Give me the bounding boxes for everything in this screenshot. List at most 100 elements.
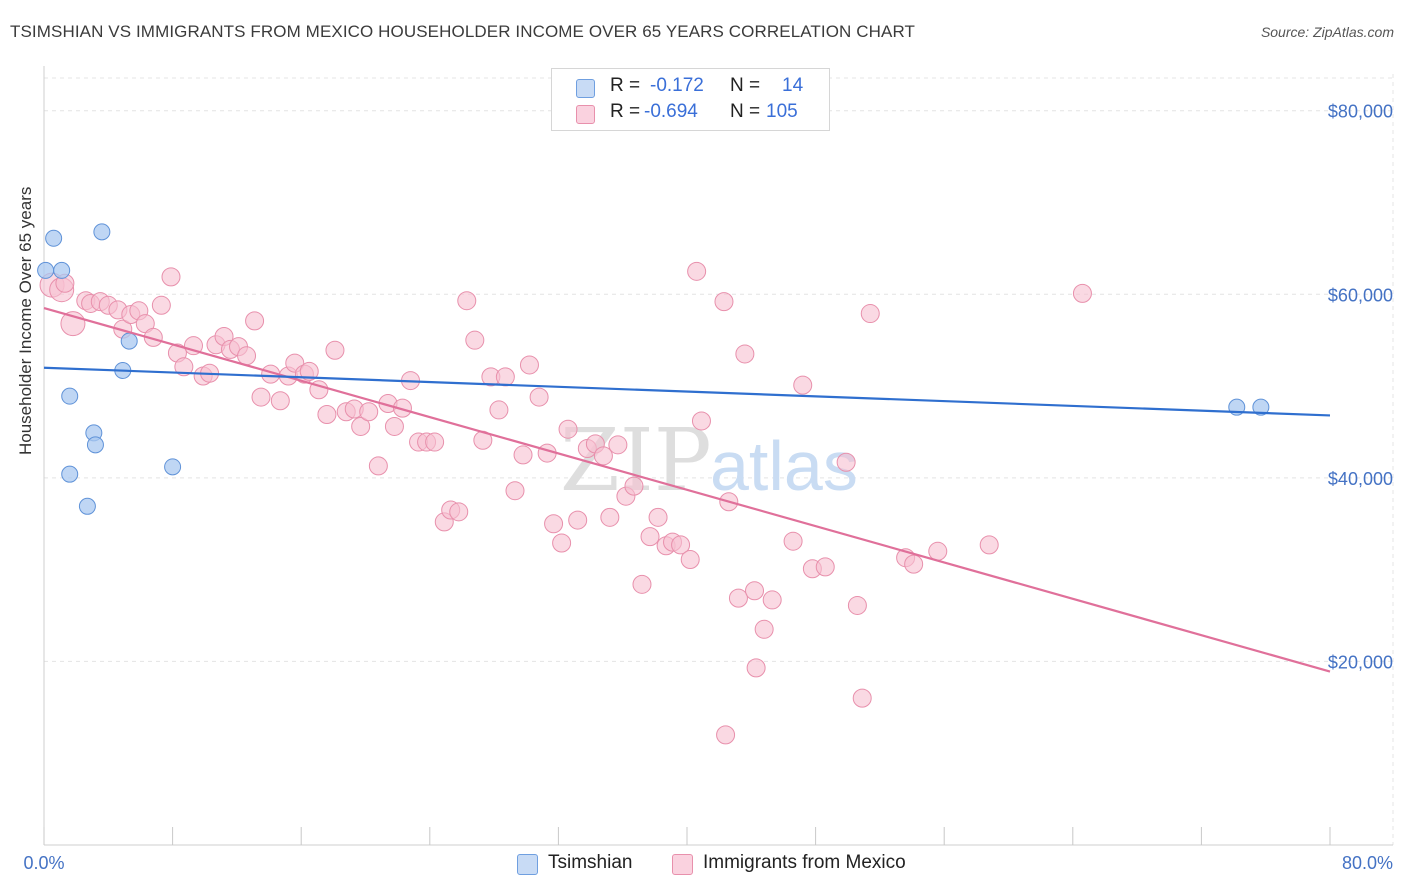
data-point-immigrants (151, 295, 171, 315)
y-tick-label: $60,000 (1328, 285, 1393, 305)
data-point-immigrants (552, 533, 572, 553)
data-point-immigrants (728, 588, 748, 608)
correlation-legend: R = -0.172 N = 14 R = -0.694 N = 105 (551, 68, 830, 131)
data-point-immigrants (465, 330, 485, 350)
data-point-tsimshian (164, 458, 182, 476)
legend-row-immigrants: R = -0.694 N = 105 (552, 101, 829, 127)
data-point-immigrants (680, 550, 700, 570)
data-point-tsimshian (61, 465, 79, 483)
trend-lines (43, 306, 1331, 673)
data-point-immigrants (245, 311, 265, 331)
source-label: Source: ZipAtlas.com (1260, 24, 1394, 40)
data-point-immigrants (847, 595, 867, 615)
data-point-immigrants (325, 340, 345, 360)
data-point-immigrants (568, 510, 588, 530)
data-point-immigrants (836, 452, 856, 472)
watermark: ZIP atlas (560, 411, 858, 511)
data-point-immigrants (640, 527, 660, 547)
data-point-immigrants (425, 432, 445, 452)
data-point-immigrants (449, 502, 469, 522)
data-point-tsimshian (37, 261, 55, 279)
data-point-immigrants (860, 304, 880, 324)
data-point-immigrants (593, 446, 613, 466)
data-point-immigrants (745, 581, 765, 601)
data-point-immigrants (161, 267, 181, 287)
data-point-immigrants (648, 507, 668, 527)
data-point-immigrants (600, 507, 620, 527)
data-point-immigrants (505, 481, 525, 501)
data-point-immigrants (392, 398, 412, 418)
trend-line-tsimshian (43, 366, 1331, 417)
data-point-immigrants (299, 361, 319, 381)
data-point-tsimshian (78, 497, 96, 515)
legend-r-value: -0.172 (650, 75, 704, 96)
data-point-tsimshian (1252, 398, 1270, 416)
data-point-immigrants (783, 531, 803, 551)
data-point-immigrants (495, 367, 515, 387)
data-point-immigrants (852, 688, 872, 708)
x-tick-label: 0.0% (23, 853, 64, 873)
data-point-immigrants (513, 445, 533, 465)
data-point-immigrants (174, 357, 194, 377)
data-point-immigrants (317, 405, 337, 425)
data-point-immigrants (979, 535, 999, 555)
data-point-immigrants (457, 291, 477, 311)
data-point-immigrants (691, 411, 711, 431)
legend-swatch-tsimshian (576, 79, 595, 98)
data-point-tsimshian (120, 332, 138, 350)
data-point-immigrants (793, 375, 813, 395)
bottom-legend-label-immigrants: Immigrants from Mexico (703, 852, 906, 873)
series-tsimshian-points (37, 223, 1270, 515)
y-tick-label: $20,000 (1328, 652, 1393, 672)
legend-n-label: N = (730, 101, 761, 122)
legend-n-value: 105 (766, 101, 798, 122)
chart-title: TSIMSHIAN VS IMMIGRANTS FROM MEXICO HOUS… (10, 22, 916, 41)
legend-row-tsimshian: R = -0.172 N = 14 (552, 75, 829, 101)
data-point-immigrants (489, 400, 509, 420)
x-tick-label: 80.0% (1342, 853, 1393, 873)
data-point-immigrants (716, 725, 736, 745)
data-point-immigrants (519, 355, 539, 375)
tick-labels: $20,000 $40,000 $60,000 $80,000 0.0% 80.0% (23, 102, 1393, 873)
data-point-immigrants (754, 619, 774, 639)
data-point-immigrants (746, 658, 766, 678)
series-immigrants-points (39, 261, 1092, 745)
data-point-immigrants (671, 535, 691, 555)
data-point-immigrants (529, 387, 549, 407)
data-point-immigrants (270, 391, 290, 411)
bottom-legend-label-tsimshian: Tsimshian (548, 852, 633, 873)
data-point-immigrants (368, 456, 388, 476)
legend-n-label: N = (730, 75, 761, 96)
y-tick-label: $40,000 (1328, 469, 1393, 489)
y-axis-label: Householder Income Over 65 years (16, 186, 35, 455)
axes (43, 66, 1393, 846)
legend-swatch-immigrants (576, 105, 595, 124)
y-tick-label: $80,000 (1328, 102, 1393, 122)
data-point-immigrants (251, 387, 271, 407)
data-point-immigrants (351, 416, 371, 436)
data-point-immigrants (928, 541, 948, 561)
data-point-immigrants (762, 590, 782, 610)
legend-r-label: R = (610, 101, 641, 122)
data-point-immigrants (904, 554, 924, 574)
data-point-immigrants (608, 435, 628, 455)
data-point-immigrants (1072, 283, 1092, 303)
data-point-tsimshian (93, 223, 111, 241)
data-point-immigrants (735, 344, 755, 364)
data-point-tsimshian (86, 436, 104, 454)
data-point-immigrants (384, 416, 404, 436)
data-point-tsimshian (53, 261, 71, 279)
legend-r-value: -0.694 (644, 101, 698, 122)
watermark-atlas: atlas (710, 427, 858, 505)
legend-n-value: 14 (782, 75, 804, 96)
bottom-legend-swatch-immigrants (672, 854, 693, 875)
bottom-legend-swatch-tsimshian (517, 854, 538, 875)
data-point-immigrants (544, 514, 564, 534)
data-point-tsimshian (61, 387, 79, 405)
data-point-immigrants (687, 261, 707, 281)
data-point-immigrants (237, 346, 257, 366)
data-point-immigrants (815, 557, 835, 577)
legend-r-label: R = (610, 75, 641, 96)
data-point-immigrants (632, 574, 652, 594)
